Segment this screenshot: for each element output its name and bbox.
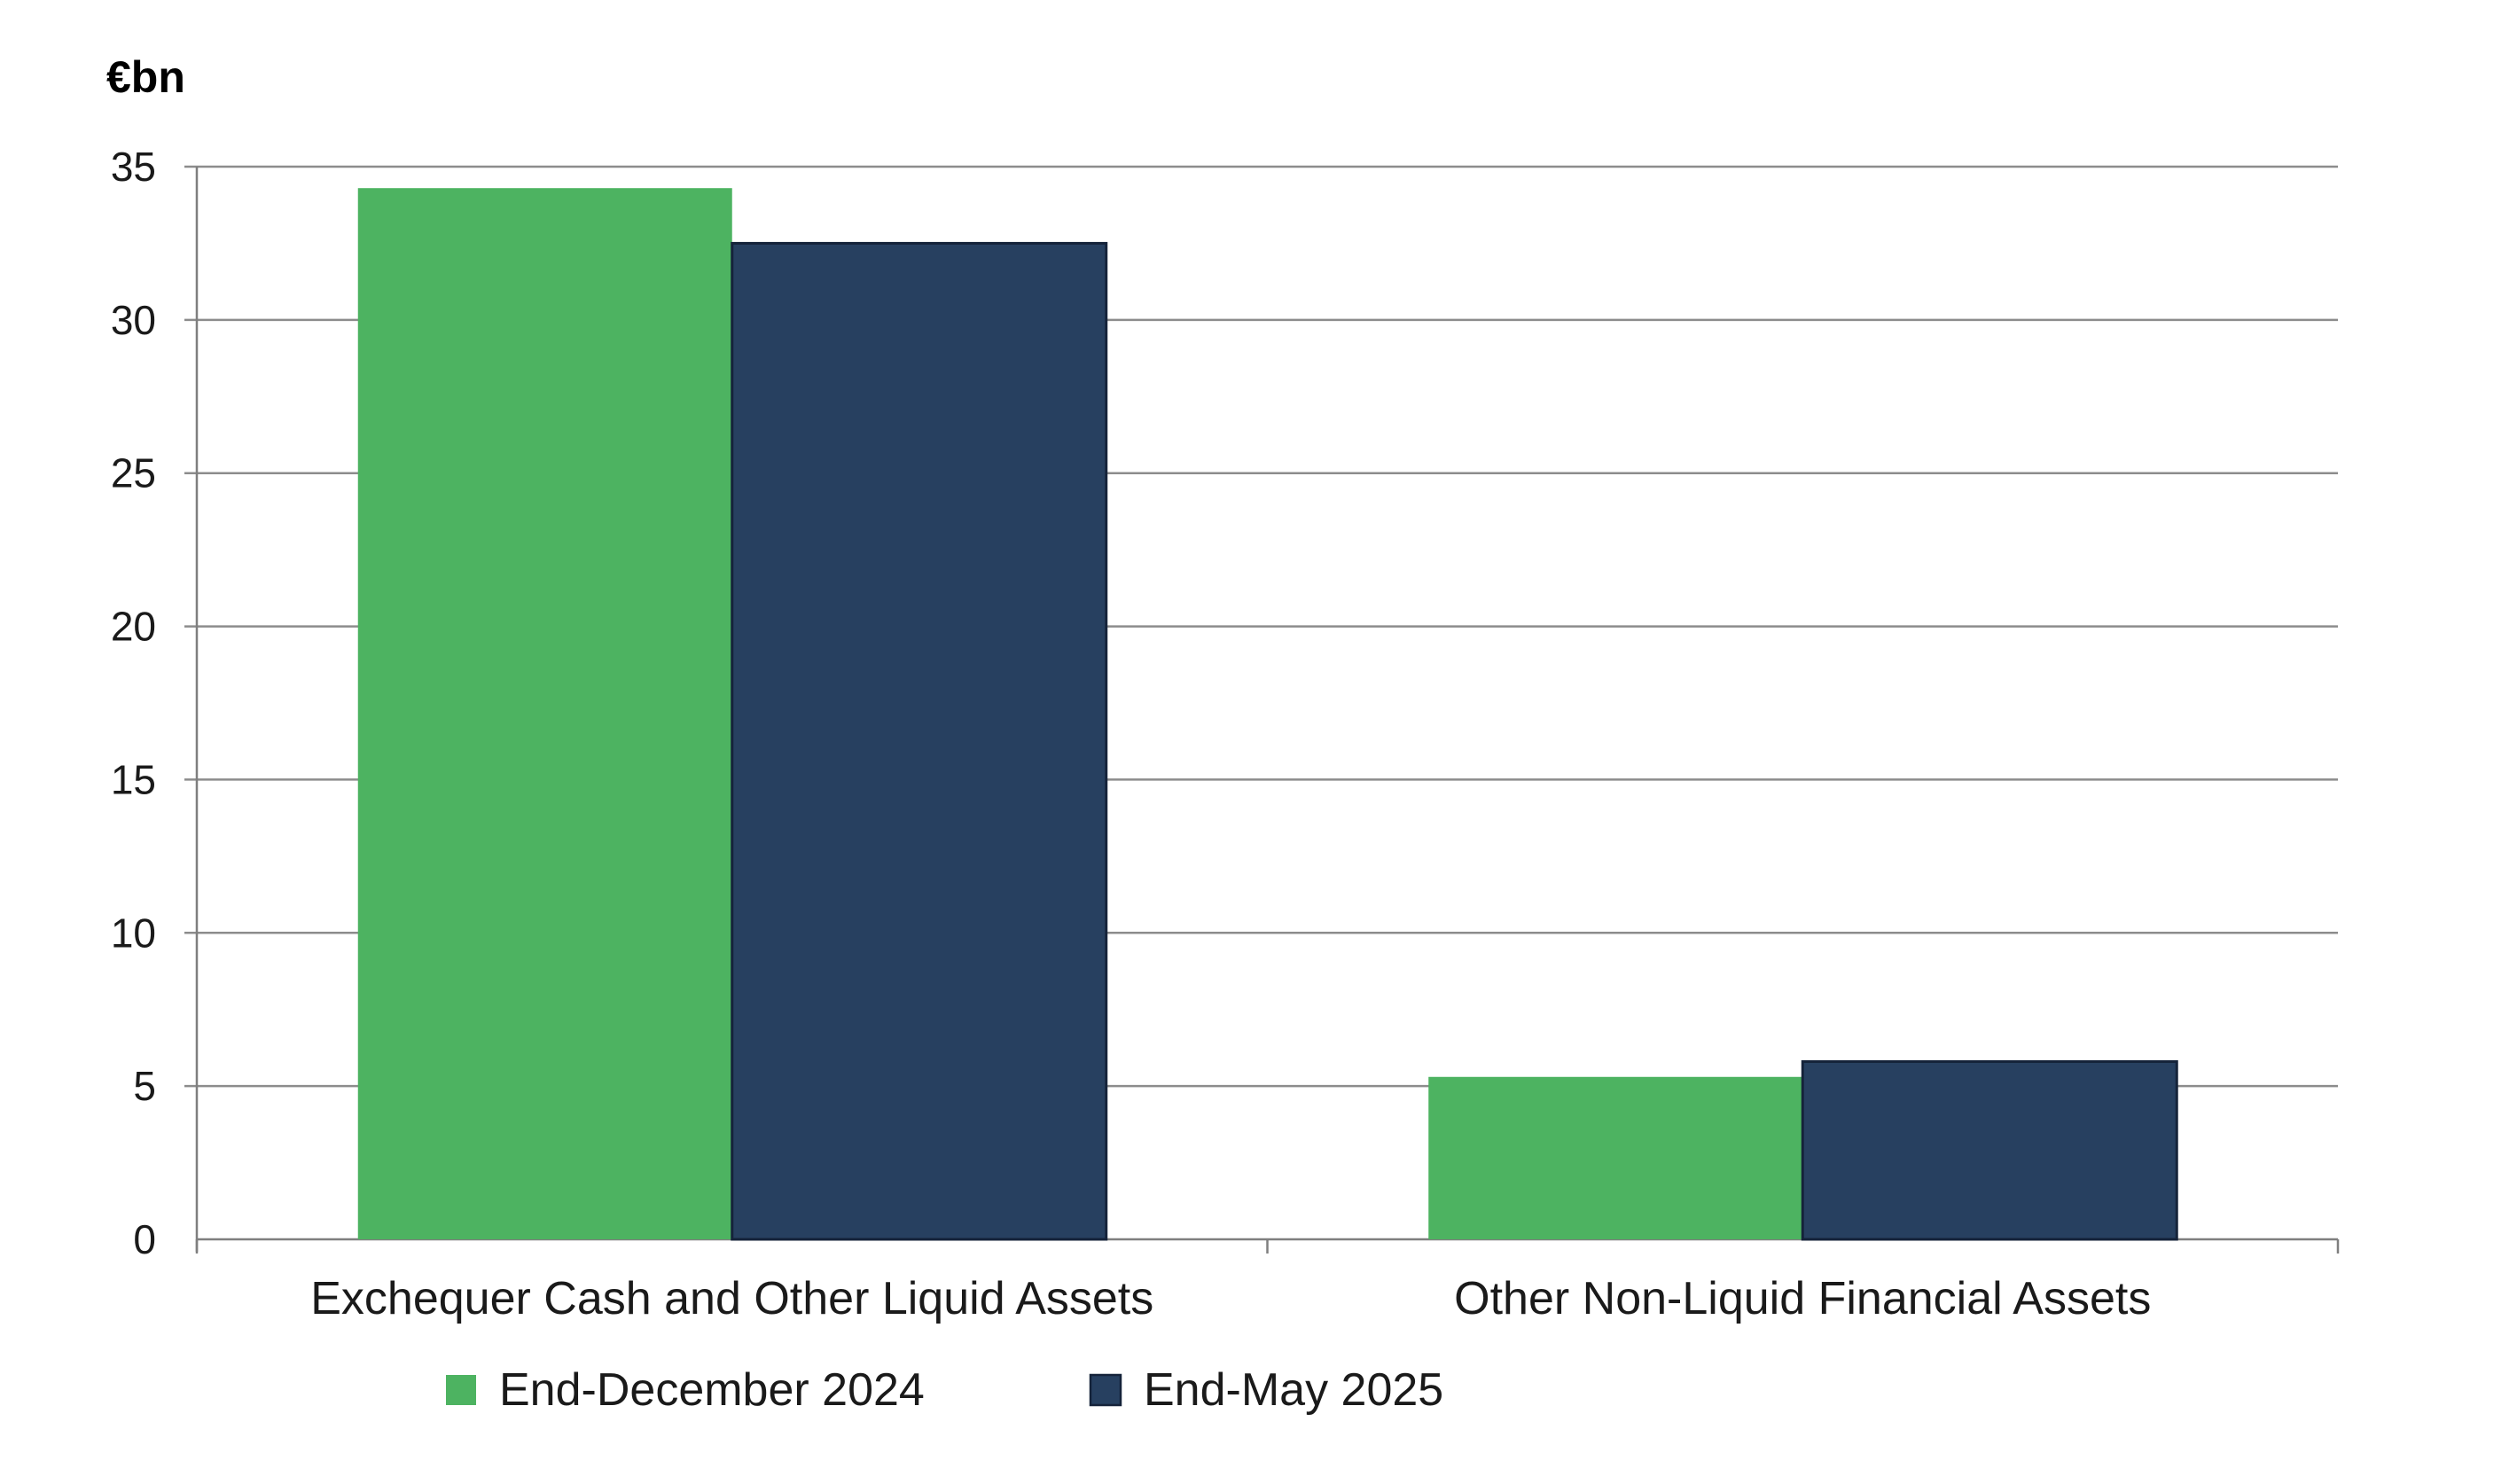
y-tick-label: 35 (111, 144, 156, 190)
legend: End-December 2024 End-May 2025 (446, 1364, 1443, 1416)
bar-end-may-2025 (731, 241, 1108, 1241)
y-tick-label: 30 (111, 297, 156, 343)
legend-swatch (1089, 1373, 1122, 1407)
axis-labels: 0 5 10 15 20 25 30 35 Exchequer Cash and Other L… (111, 144, 2152, 1324)
y-tick-label: 0 (133, 1216, 156, 1262)
y-unit-label: €bn (106, 52, 185, 102)
y-tick-label: 15 (111, 756, 156, 802)
legend-swatch (446, 1375, 476, 1405)
y-tick-label: 10 (111, 910, 156, 956)
bars (357, 188, 2178, 1241)
x-category-label: Other Non-Liquid Financial Assets (1454, 1273, 2151, 1324)
y-tick-label: 20 (111, 604, 156, 650)
bar-end-may-2025 (1801, 1059, 2178, 1241)
legend-label: End-December 2024 (499, 1364, 925, 1416)
x-category-label: Exchequer Cash and Other Liquid Assets (310, 1273, 1153, 1324)
bar-end-december-2024 (357, 188, 732, 1240)
bar-end-december-2024 (1428, 1076, 1803, 1239)
y-tick-label: 25 (111, 450, 156, 496)
y-tick-label: 5 (133, 1063, 156, 1109)
legend-label: End-May 2025 (1144, 1364, 1443, 1416)
